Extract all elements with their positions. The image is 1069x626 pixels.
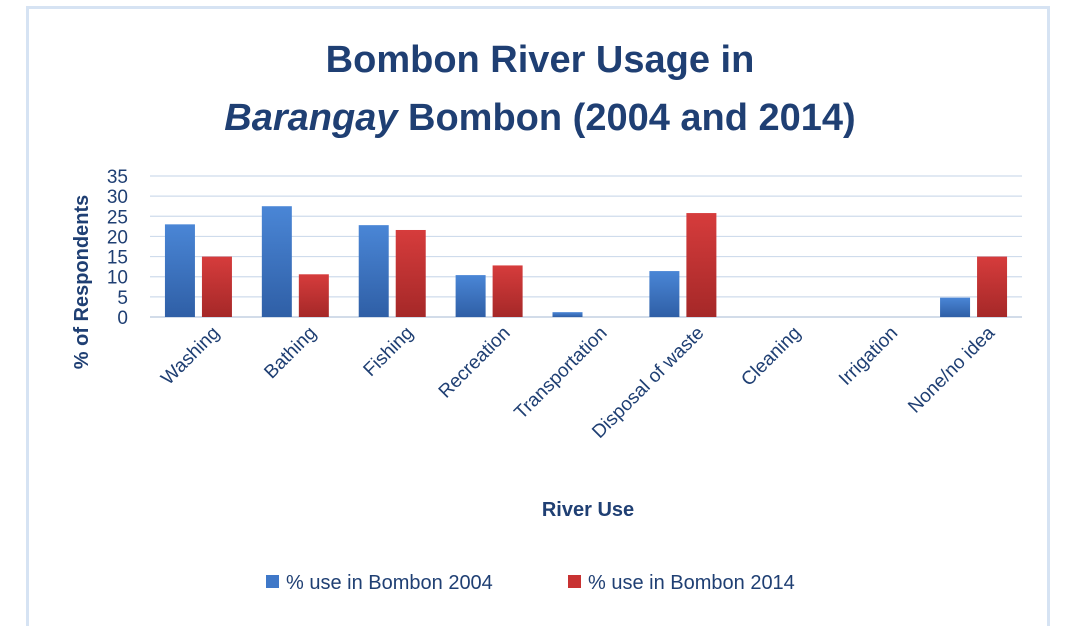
y-tick-label: 20 xyxy=(107,227,128,248)
bar-2014 xyxy=(977,256,1008,317)
bar-2004 xyxy=(552,312,583,317)
y-tick-label: 0 xyxy=(117,308,128,329)
y-axis-label: % of Respondents xyxy=(71,195,93,369)
chart-frame xyxy=(26,6,1050,626)
category-label: Recreation xyxy=(435,323,515,403)
category-labels: Washing Bathing Fishing RecreationTransport… xyxy=(157,322,999,442)
bar-2014 xyxy=(686,213,717,317)
y-tick-label: 25 xyxy=(107,207,128,228)
legend: % use in Bombon 2004 % use in Bombon 2014 xyxy=(266,572,795,594)
y-tick-label: 35 xyxy=(107,167,128,188)
bar-2004 xyxy=(358,225,389,317)
category-label: Transportation xyxy=(511,323,612,424)
chart-title-rest: Bombon (2004 and 2014) xyxy=(397,97,855,139)
bar-2004 xyxy=(164,224,195,317)
bar-2004 xyxy=(649,271,680,317)
category-label: None/no idea xyxy=(904,322,999,417)
x-axis-label: River Use xyxy=(542,499,634,521)
category-label: Bathing xyxy=(260,323,320,383)
gridlines xyxy=(150,175,1022,318)
bar-2004 xyxy=(455,275,486,317)
bar-2014 xyxy=(201,256,232,317)
bar-2004 xyxy=(940,297,971,317)
category-label: Irrigation xyxy=(835,323,902,390)
y-tick-label: 15 xyxy=(107,248,128,269)
chart-title-italic: Barangay xyxy=(224,97,399,139)
legend-label: % use in Bombon 2004 xyxy=(286,572,493,594)
category-label: Fishing xyxy=(360,323,418,381)
bar-2014 xyxy=(492,265,523,317)
bar-2004 xyxy=(261,206,292,317)
bar-2014 xyxy=(298,274,329,317)
bars xyxy=(164,206,1008,317)
category-label: Cleaning xyxy=(737,323,805,391)
category-label: Washing xyxy=(157,323,224,390)
bar-2014 xyxy=(395,229,426,317)
chart-title-line1: Bombon River Usage in xyxy=(326,39,755,81)
legend-label: % use in Bombon 2014 xyxy=(588,572,795,594)
legend-swatch xyxy=(266,575,279,588)
y-tick-label: 5 xyxy=(117,288,128,309)
chart-title-line2: Barangay Bombon (2004 and 2014) xyxy=(224,97,855,139)
y-tick-label: 10 xyxy=(107,268,128,289)
legend-swatch xyxy=(568,575,581,588)
y-tick-label: 30 xyxy=(107,187,128,208)
